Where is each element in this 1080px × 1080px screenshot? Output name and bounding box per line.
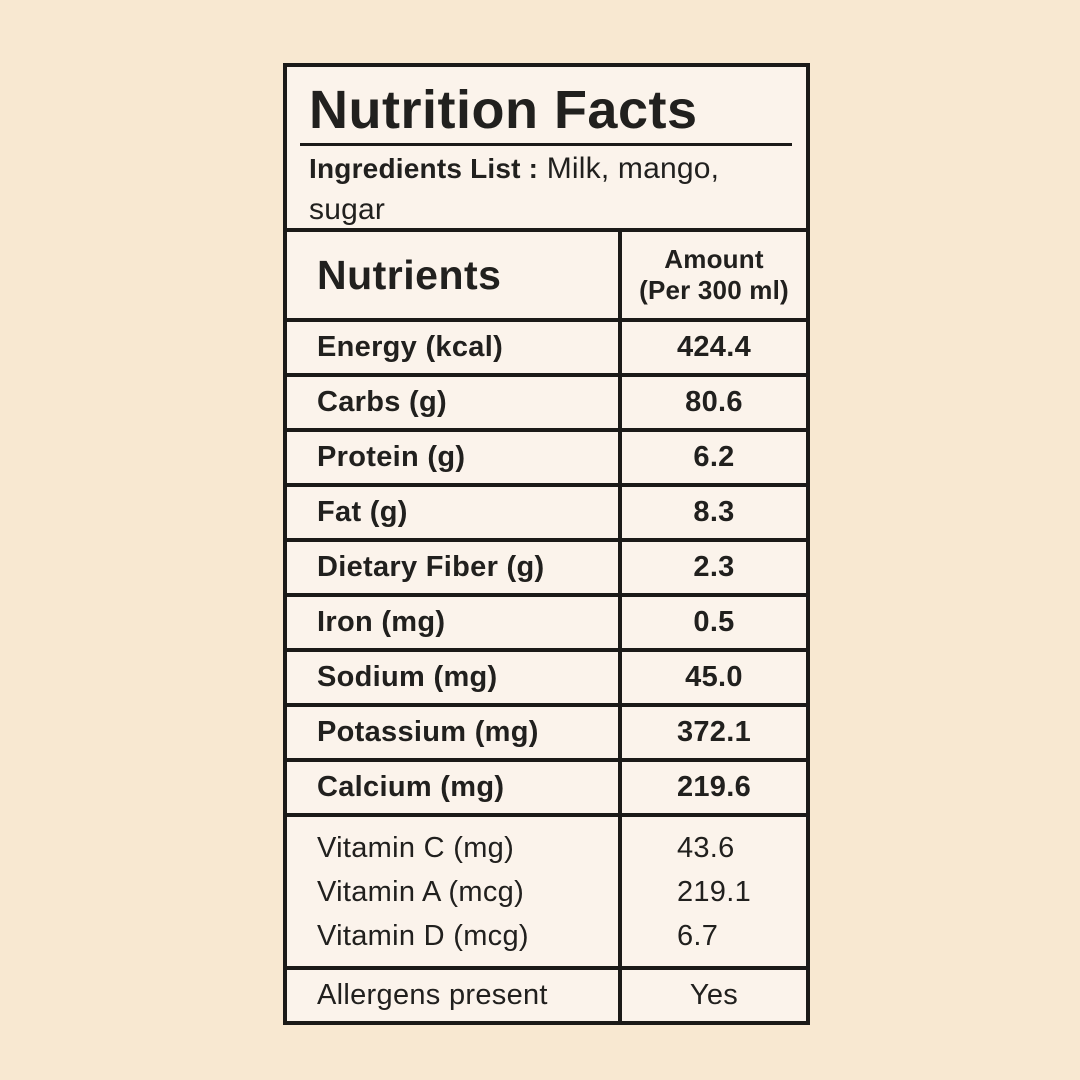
vitamin-a-amount: 219.1 [676, 875, 752, 908]
ingredients-line: Ingredients List : Milk, mango, sugar [300, 148, 720, 230]
nutrient-amount: 8.3 [618, 487, 806, 538]
nutrient-label: Dietary Fiber (g) [317, 551, 545, 583]
table-row-allergens: Allergens present Yes [287, 966, 806, 1021]
nutrient-label: Energy (kcal) [317, 331, 504, 363]
column-header-nutrients: Nutrients [317, 251, 502, 298]
nutrient-label: Calcium (mg) [317, 771, 505, 803]
nutrient-amount: 45.0 [618, 652, 806, 703]
nutrition-facts-card: Nutrition Facts Ingredients List : Milk,… [283, 63, 810, 1025]
table-row-calcium: Calcium (mg) 219.6 [287, 758, 806, 813]
table-row-vitamins: Vitamin C (mg) Vitamin A (mcg) Vitamin D… [287, 813, 806, 966]
nutrient-amount: 80.6 [618, 377, 806, 428]
table-row-potassium: Potassium (mg) 372.1 [287, 703, 806, 758]
nutrient-amount: 2.3 [618, 542, 806, 593]
table-row-protein: Protein (g) 6.2 [287, 428, 806, 483]
vitamin-c-amount: 43.6 [676, 831, 735, 864]
nutrient-amount: 219.6 [618, 762, 806, 813]
nutrient-amount: 424.4 [618, 322, 806, 373]
table-header-row: Nutrients Amount (Per 300 ml) [287, 232, 806, 318]
nutrient-label: Carbs (g) [317, 386, 447, 418]
table-row-sodium: Sodium (mg) 45.0 [287, 648, 806, 703]
nutrient-amount: 372.1 [618, 707, 806, 758]
nutrient-label: Potassium (mg) [317, 716, 539, 748]
column-header-amount: Amount (Per 300 ml) [618, 232, 806, 318]
nutrition-table: Nutrients Amount (Per 300 ml) Energy (kc… [287, 228, 806, 1021]
vitamin-d-amount: 6.7 [676, 919, 719, 952]
title-block: Nutrition Facts Ingredients List : Milk,… [287, 67, 806, 228]
vitamin-labels: Vitamin C (mg) Vitamin A (mcg) Vitamin D… [287, 817, 618, 966]
vitamin-d-label: Vitamin D (mcg) [317, 919, 529, 952]
table-row-dietary-fiber: Dietary Fiber (g) 2.3 [287, 538, 806, 593]
vitamin-amounts-block: 43.6 219.1 6.7 [677, 826, 751, 958]
table-row-fat: Fat (g) 8.3 [287, 483, 806, 538]
vitamin-c-label: Vitamin C (mg) [317, 831, 515, 864]
table-row-iron: Iron (mg) 0.5 [287, 593, 806, 648]
amount-header-line2: (Per 300 ml) [639, 275, 789, 305]
vitamin-a-label: Vitamin A (mcg) [317, 875, 525, 908]
table-row-carbs: Carbs (g) 80.6 [287, 373, 806, 428]
nutrient-amount: 0.5 [618, 597, 806, 648]
allergens-label: Allergens present [317, 979, 548, 1011]
page-title: Nutrition Facts [300, 79, 792, 146]
nutrient-amount: 6.2 [618, 432, 806, 483]
amount-header-line1: Amount [664, 244, 764, 274]
nutrient-label: Fat (g) [317, 496, 408, 528]
allergens-value: Yes [618, 970, 806, 1021]
nutrient-label: Protein (g) [317, 441, 466, 473]
nutrient-label: Sodium (mg) [317, 661, 498, 693]
vitamin-amounts: 43.6 219.1 6.7 [618, 817, 806, 966]
nutrient-label: Iron (mg) [317, 606, 446, 638]
table-row-energy: Energy (kcal) 424.4 [287, 318, 806, 373]
ingredients-value: Milk, mango, sugar [309, 152, 720, 226]
ingredients-label: Ingredients List : [309, 153, 539, 184]
